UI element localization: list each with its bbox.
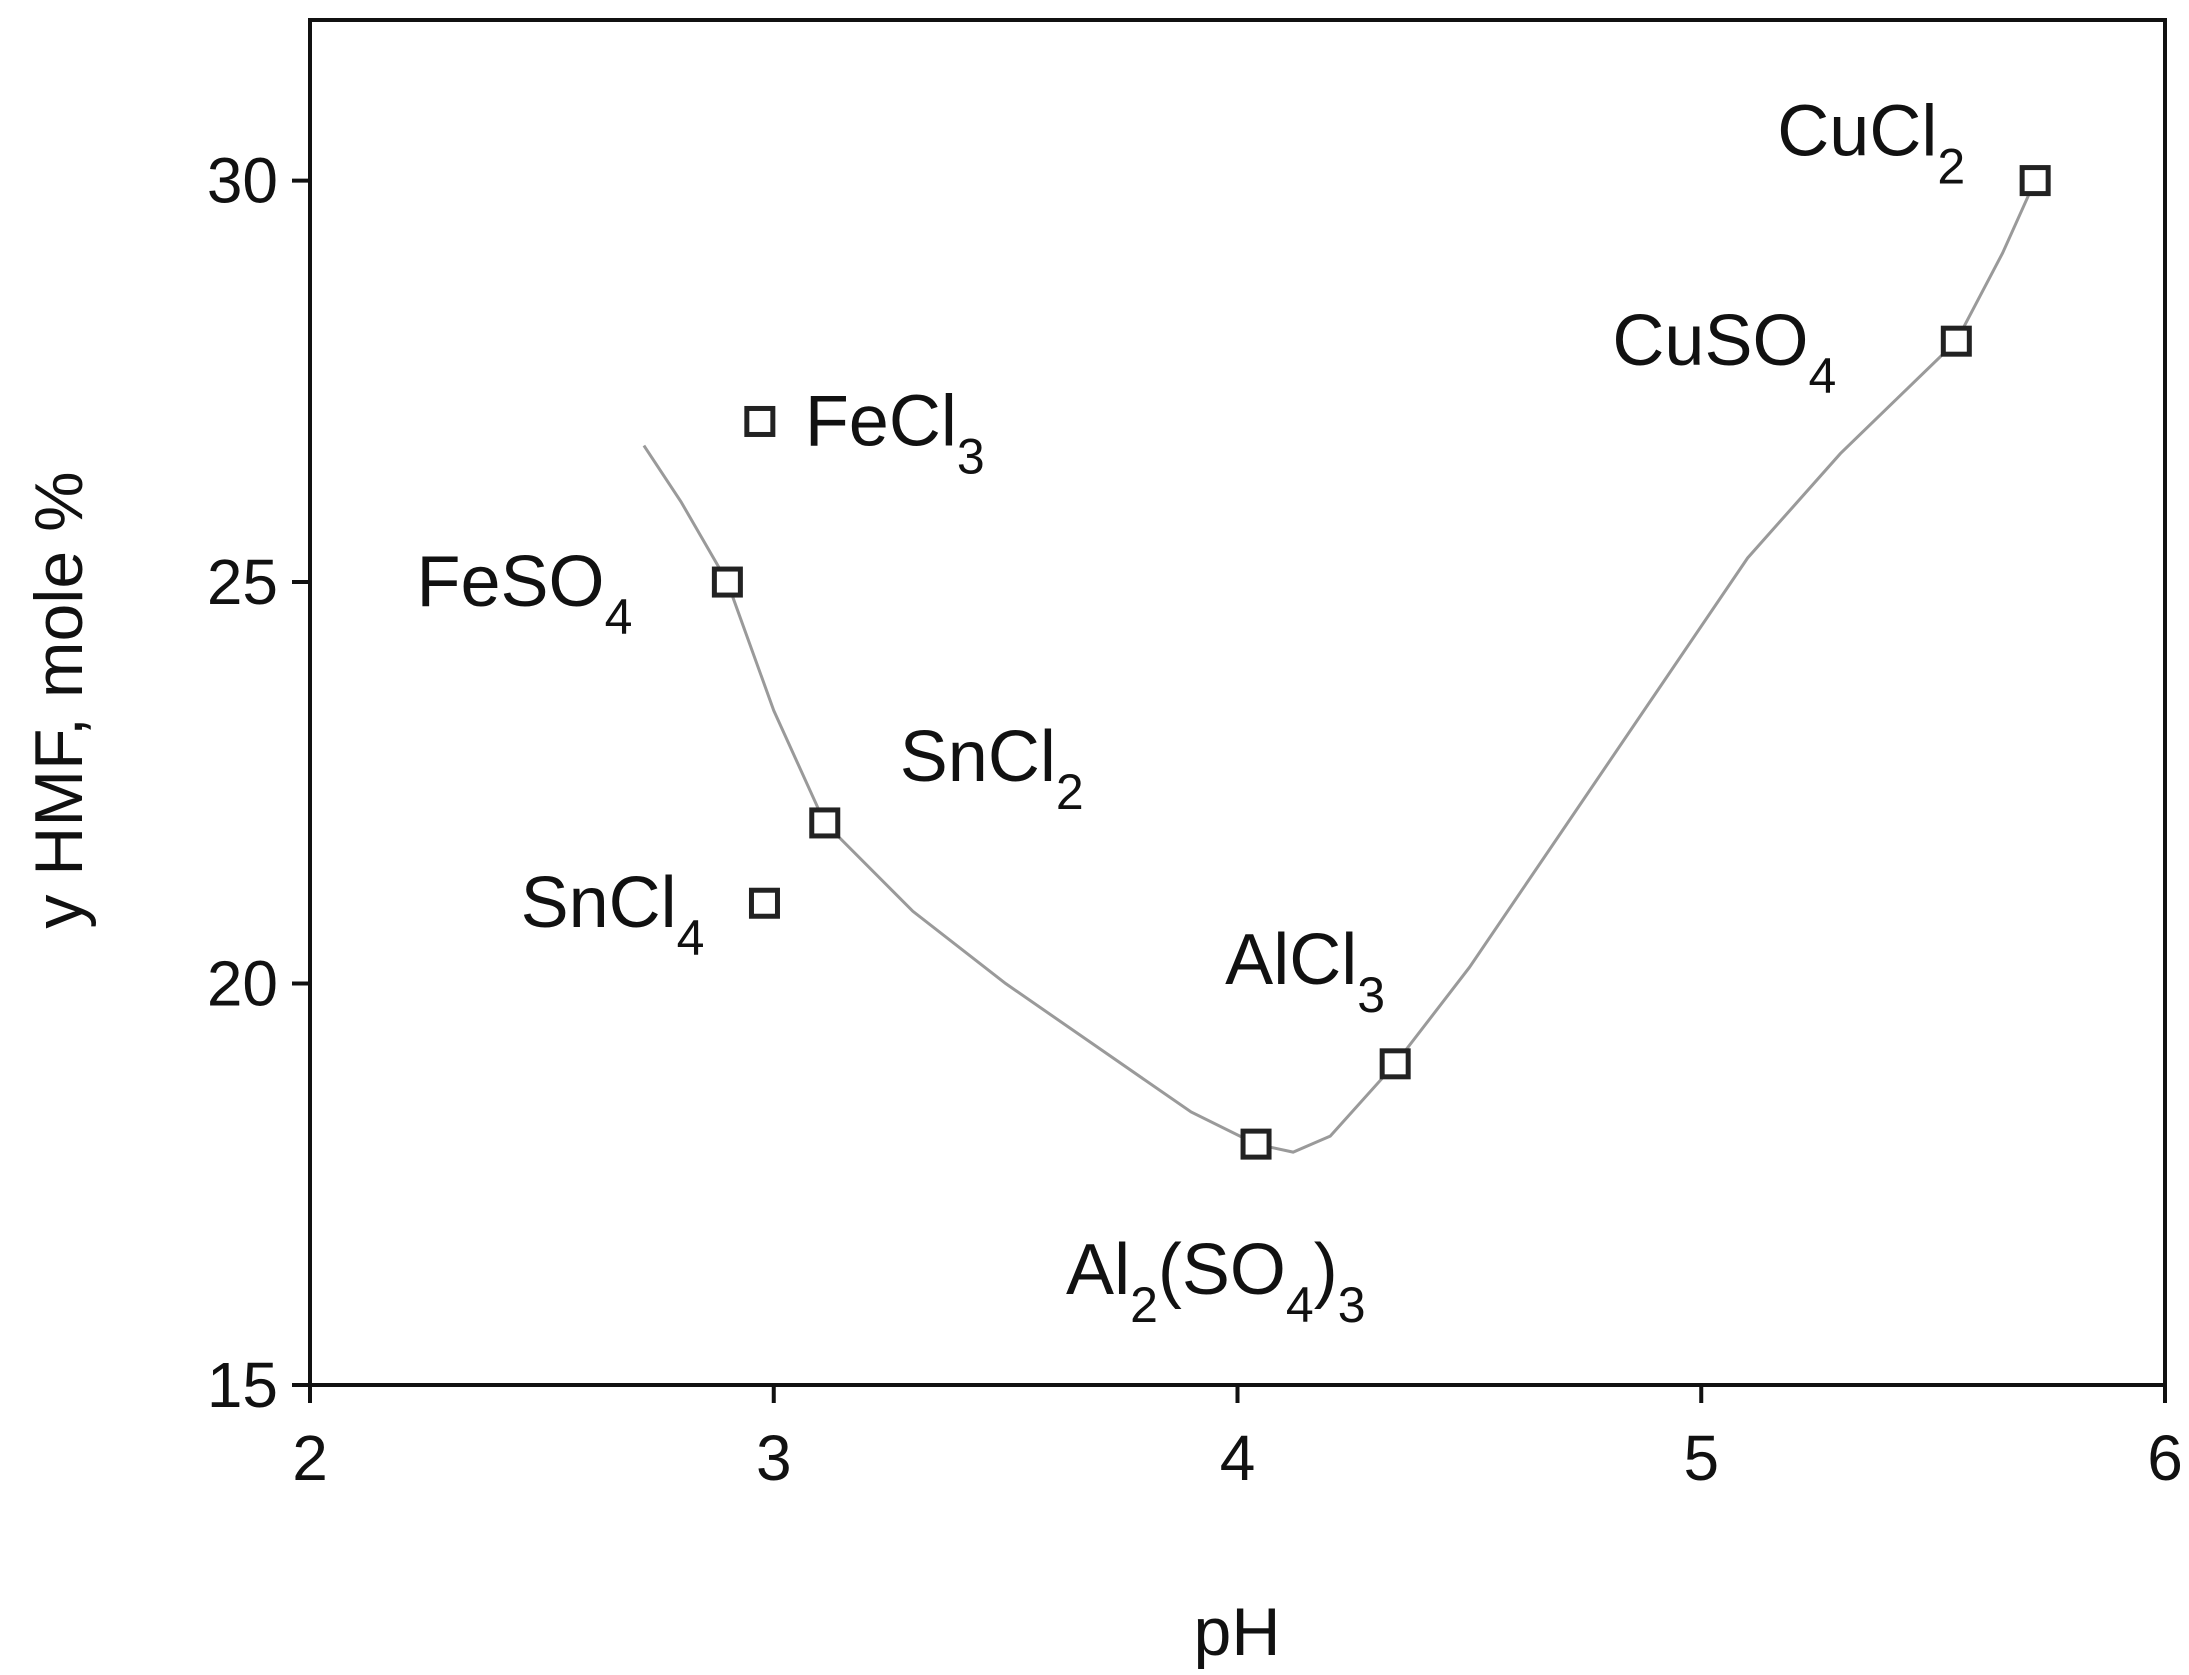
x-axis-title: pH bbox=[1194, 1594, 1281, 1670]
x-tick-label: 5 bbox=[1683, 1422, 1719, 1494]
point-label-2: FeSO4 bbox=[417, 542, 633, 645]
point-label-4: SnCl4 bbox=[521, 863, 705, 966]
y-tick-label: 25 bbox=[207, 546, 278, 618]
data-point-5 bbox=[1240, 1128, 1272, 1160]
point-label-8: CuCl2 bbox=[1777, 92, 1965, 195]
data-point-3 bbox=[809, 807, 841, 839]
x-tick-label: 4 bbox=[1220, 1422, 1256, 1494]
y-axis-ticks: 15 20 25 30 bbox=[207, 145, 310, 1421]
data-point-2 bbox=[711, 566, 743, 598]
data-point-8 bbox=[2019, 165, 2051, 197]
point-label-3: SnCl2 bbox=[900, 717, 1084, 820]
point-label-5: Al2(SO4)3 bbox=[1066, 1230, 1365, 1333]
y-tick-label: 20 bbox=[207, 948, 278, 1020]
plot-frame bbox=[308, 18, 2167, 1387]
data-point-1 bbox=[744, 405, 776, 437]
y-tick-label: 30 bbox=[207, 145, 278, 217]
point-label-6: AlCl3 bbox=[1225, 920, 1385, 1023]
y-tick-label: 15 bbox=[207, 1349, 278, 1421]
x-tick-label: 6 bbox=[2147, 1422, 2183, 1494]
point-label-7: CuSO4 bbox=[1612, 301, 1836, 404]
y-axis-title: y HMF, mole % bbox=[21, 471, 97, 928]
data-point-7 bbox=[1940, 325, 1972, 357]
x-tick-label: 2 bbox=[292, 1422, 328, 1494]
data-points bbox=[711, 165, 2051, 1160]
trend-line bbox=[642, 179, 2037, 1154]
data-point-6 bbox=[1379, 1048, 1411, 1080]
x-tick-label: 3 bbox=[756, 1422, 792, 1494]
data-point-4 bbox=[748, 887, 780, 919]
point-labels: FeCl3 FeSO4 SnCl2 SnCl4 Al2(SO4)3 AlCl3 CuSO4 C… bbox=[417, 92, 1966, 1334]
x-axis-ticks: 2 3 4 5 6 bbox=[292, 1385, 2183, 1494]
point-label-1: FeCl3 bbox=[805, 381, 985, 484]
